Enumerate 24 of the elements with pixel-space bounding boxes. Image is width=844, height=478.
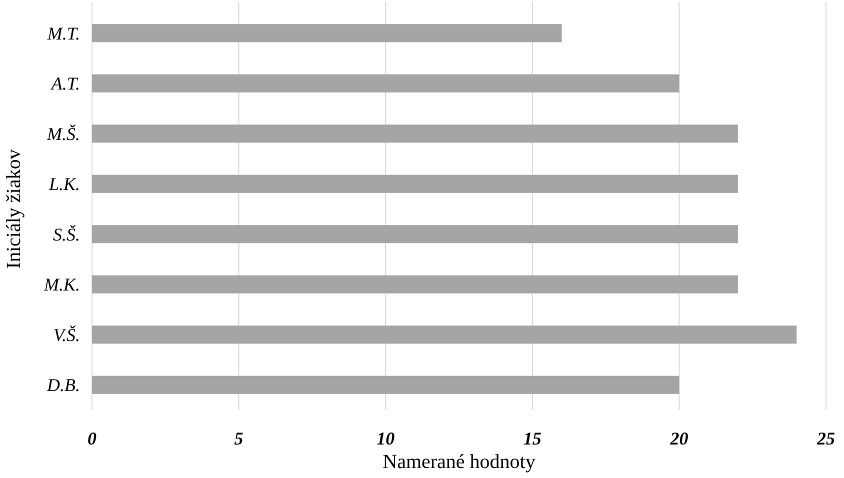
y-axis-title: Iniciály žiakov (3, 149, 25, 269)
y-tick-label: A.T. (50, 74, 80, 94)
x-tick-label: 0 (88, 428, 96, 448)
x-tick-label: 10 (376, 428, 395, 448)
y-tick-label: M.T. (46, 23, 80, 44)
y-tick-label: M.K. (43, 274, 80, 295)
y-tick-label: V.Š. (53, 324, 80, 345)
y-tick-label: D.B. (46, 375, 80, 396)
x-axis-title: Namerané hodnoty (382, 451, 536, 473)
bar (92, 326, 797, 344)
y-tick-label: M.Š. (46, 124, 80, 144)
bar (92, 275, 738, 294)
bar (92, 174, 738, 193)
x-tick-label: 25 (816, 428, 835, 448)
x-tick-label: 5 (234, 428, 244, 448)
x-tick-label: 15 (523, 428, 542, 448)
y-tick-label: L.K. (48, 174, 80, 194)
x-tick-label: 20 (669, 428, 688, 448)
bar (92, 376, 680, 394)
bar (92, 24, 562, 42)
y-tick-label: S.Š. (53, 224, 80, 244)
bar (92, 74, 680, 92)
bar (92, 225, 738, 244)
bar (92, 124, 738, 143)
